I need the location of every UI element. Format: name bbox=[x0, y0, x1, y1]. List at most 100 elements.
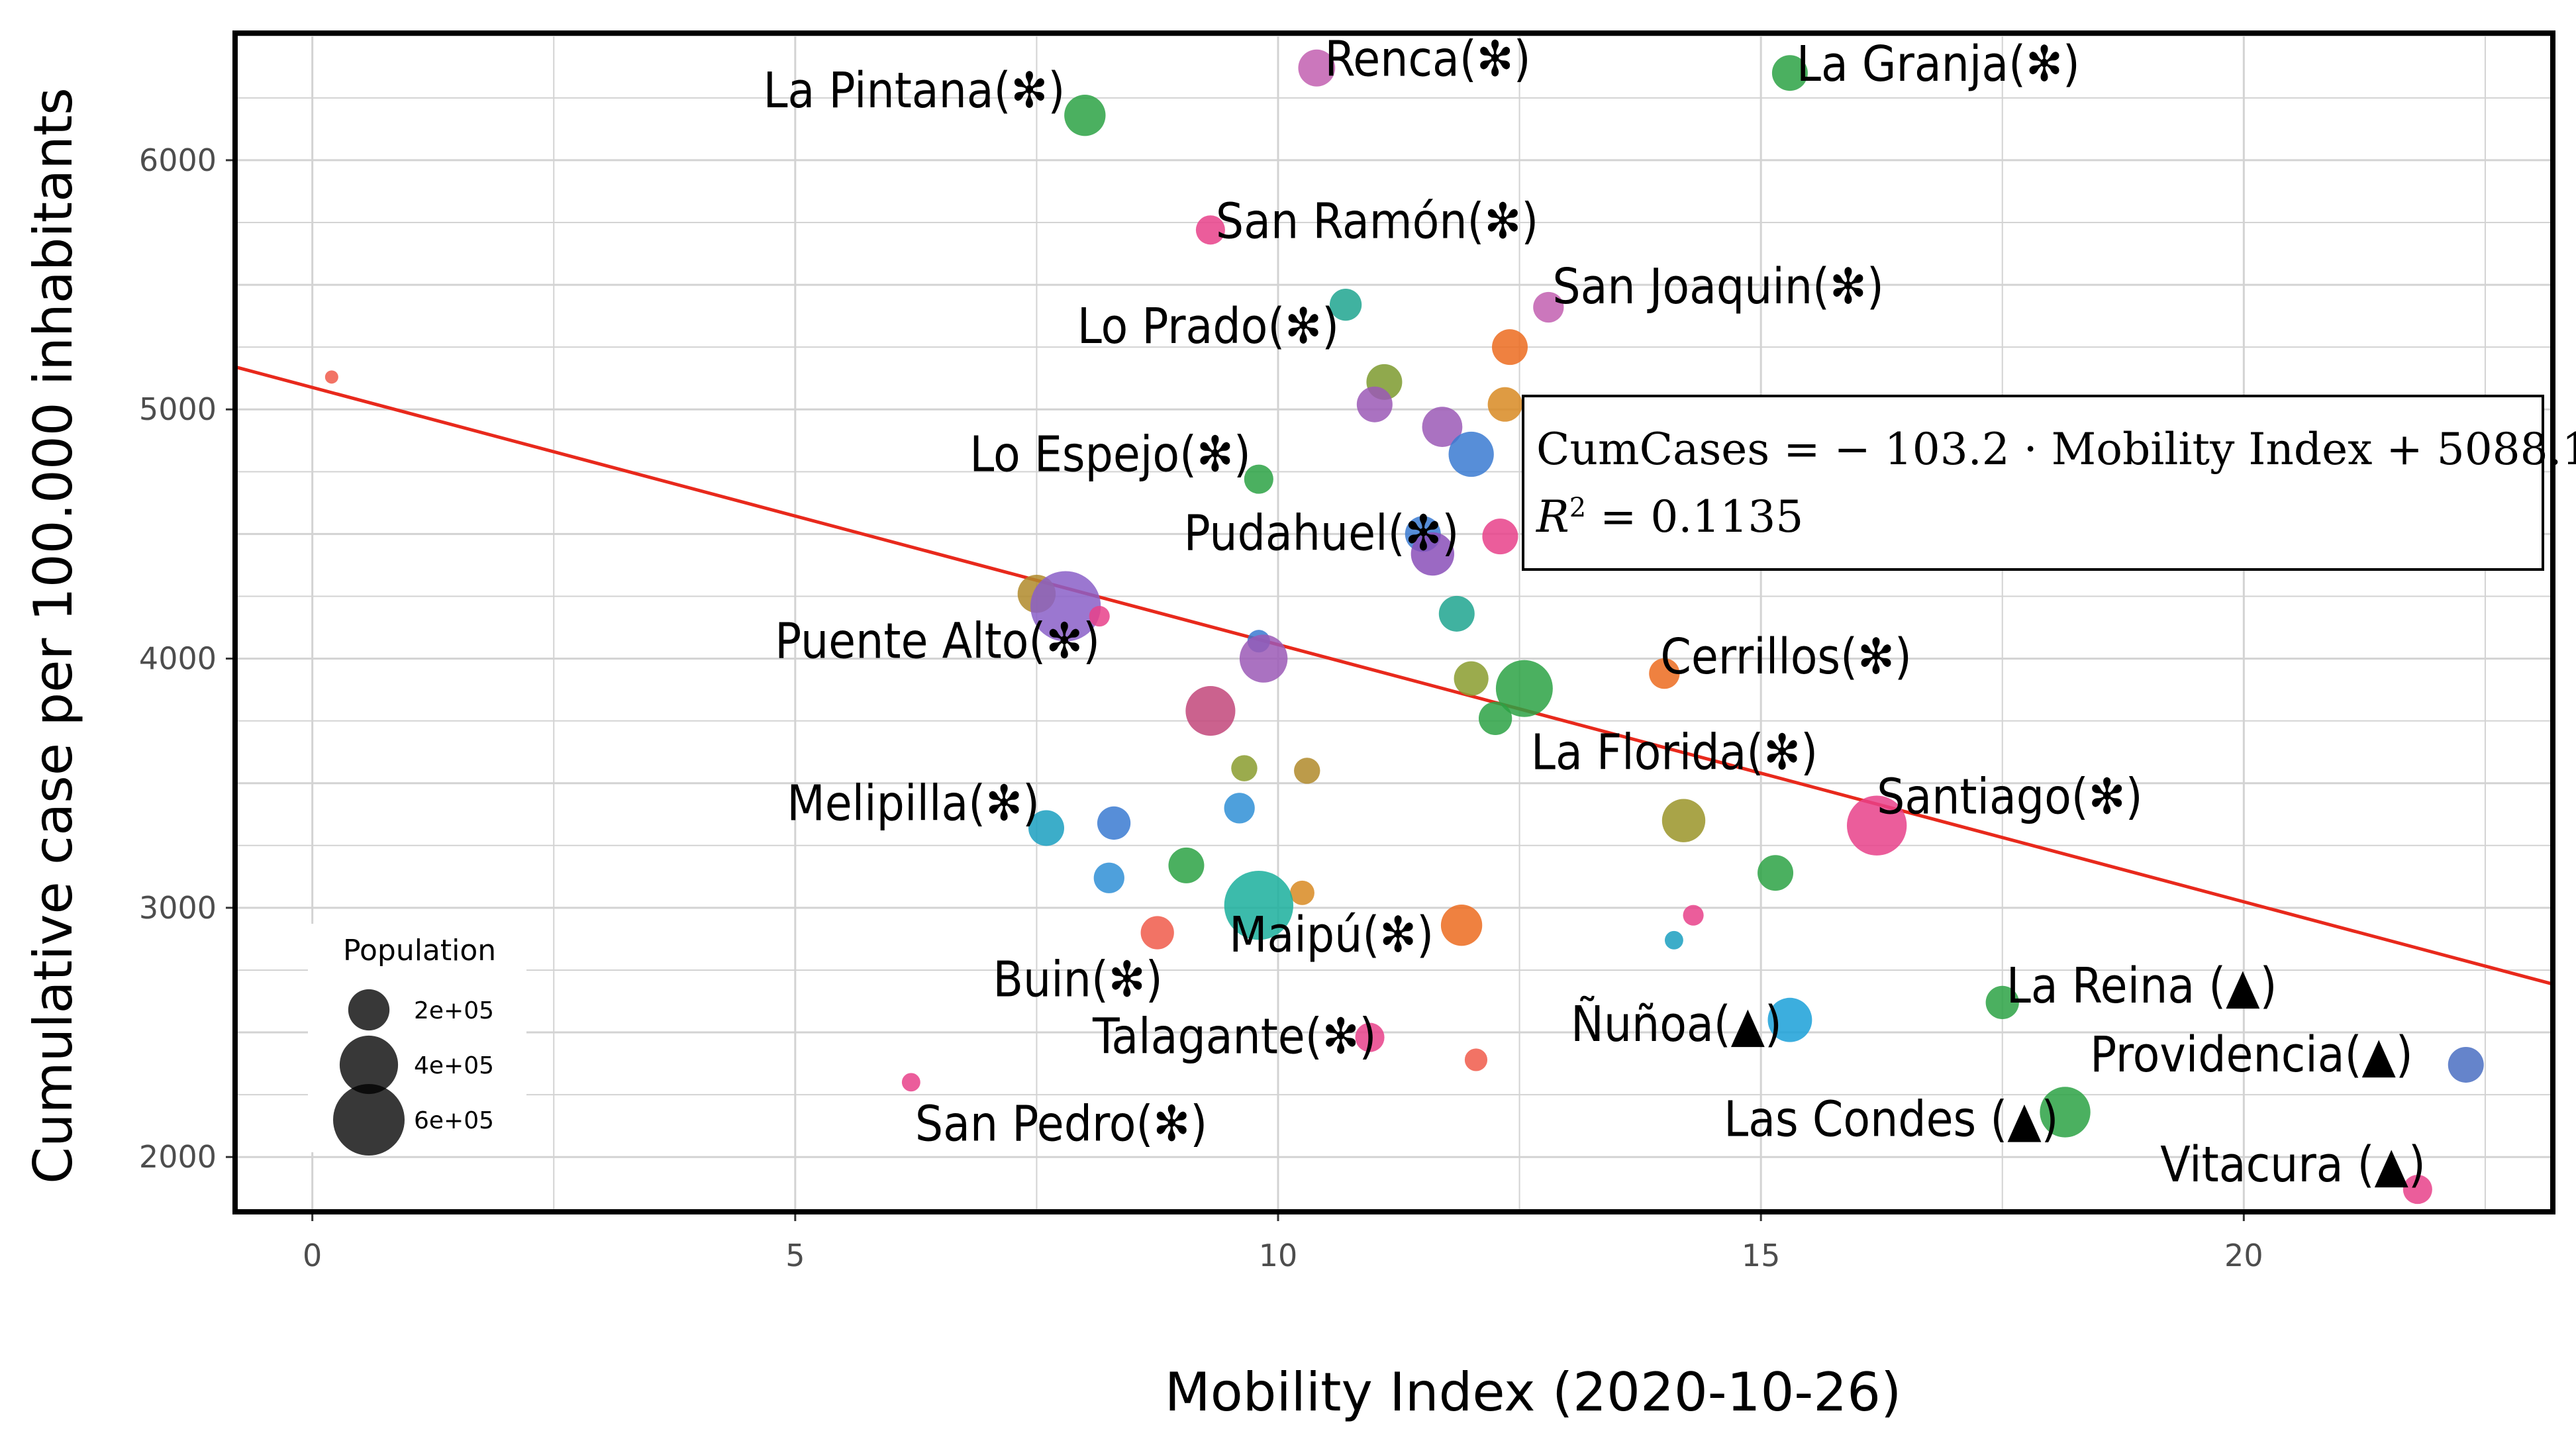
data-point bbox=[1664, 930, 1683, 950]
city-label: Pudahuel(✻) bbox=[1184, 505, 1460, 562]
data-point bbox=[1294, 758, 1320, 784]
city-label: Talagante(✻) bbox=[1092, 1009, 1377, 1065]
r-symbol: R bbox=[1536, 491, 1569, 542]
data-point bbox=[1478, 701, 1512, 736]
data-point bbox=[1683, 905, 1704, 926]
data-point bbox=[1454, 661, 1489, 696]
r-squared-exponent: 2 bbox=[1569, 493, 1586, 523]
legend-size-key bbox=[333, 1084, 405, 1156]
city-label: La Granja(✻) bbox=[1797, 36, 2080, 93]
r-squared-value: = 0.1135 bbox=[1586, 491, 1803, 542]
data-point bbox=[1168, 847, 1205, 883]
data-point bbox=[2448, 1046, 2484, 1083]
data-point bbox=[1487, 387, 1522, 422]
x-tick-label: 20 bbox=[2224, 1238, 2263, 1273]
data-point bbox=[1422, 407, 1463, 447]
data-point bbox=[1533, 291, 1564, 323]
data-point bbox=[1093, 862, 1124, 893]
x-tick-label: 15 bbox=[1742, 1238, 1781, 1273]
legend-title: Population bbox=[343, 934, 496, 967]
city-label: Las Condes (▲) bbox=[1724, 1091, 2058, 1148]
data-point bbox=[2040, 1087, 2091, 1138]
r-squared-line: R2 = 0.1135 bbox=[1536, 491, 1803, 542]
data-point bbox=[1355, 1022, 1385, 1052]
city-label: La Florida(✻) bbox=[1531, 724, 1818, 781]
data-point bbox=[1356, 386, 1393, 422]
x-tick-label: 5 bbox=[785, 1238, 805, 1273]
legend-size-label: 6e+05 bbox=[414, 1107, 494, 1134]
data-point bbox=[1239, 634, 1288, 683]
legend-items: 2e+05 4e+05 6e+05 bbox=[333, 989, 494, 1156]
data-point bbox=[1195, 215, 1225, 245]
y-tick-label: 5000 bbox=[139, 391, 217, 427]
y-tick-label: 3000 bbox=[139, 890, 217, 926]
data-point bbox=[1492, 329, 1528, 366]
data-point bbox=[1448, 431, 1494, 477]
data-point bbox=[1440, 905, 1483, 946]
city-label: Lo Espejo(✻) bbox=[969, 426, 1251, 483]
city-label: San Joaquin(✻) bbox=[1552, 258, 1883, 315]
data-point bbox=[1290, 880, 1314, 905]
city-label: San Pedro(✻) bbox=[915, 1095, 1207, 1152]
data-point bbox=[1661, 799, 1706, 842]
data-point bbox=[1298, 49, 1336, 87]
data-point bbox=[1771, 55, 1808, 91]
data-points bbox=[324, 49, 2484, 1205]
data-point bbox=[1649, 658, 1680, 689]
y-axis-title: Cumulative case per 100.000 inhabitants bbox=[23, 87, 84, 1184]
data-point bbox=[1089, 606, 1110, 627]
data-point bbox=[1224, 793, 1255, 824]
data-point bbox=[1411, 532, 1455, 576]
y-tick-label: 2000 bbox=[139, 1139, 217, 1175]
data-point bbox=[1231, 755, 1258, 781]
legend-size-key bbox=[348, 989, 390, 1031]
city-label: Buin(✻) bbox=[993, 952, 1162, 1009]
x-axis-title: Mobility Index (2020-10-26) bbox=[1165, 1361, 1902, 1423]
data-point bbox=[1329, 289, 1362, 321]
population-legend: Population 2e+05 4e+05 6e+05 bbox=[308, 924, 526, 1156]
city-label: San Ramón(✻) bbox=[1216, 193, 1538, 250]
data-point bbox=[1097, 806, 1131, 840]
x-tick-label: 10 bbox=[1259, 1238, 1298, 1273]
city-label: Vitacura (▲) bbox=[2160, 1136, 2426, 1193]
city-label: La Reina (▲) bbox=[2006, 958, 2277, 1014]
city-labels: La Pintana(✻) Renca(✻) La Granja(✻) San Ram… bbox=[763, 31, 2425, 1193]
data-point bbox=[324, 370, 338, 384]
data-point bbox=[1064, 95, 1106, 136]
regression-layer bbox=[234, 365, 2553, 986]
city-label: Renca(✻) bbox=[1324, 31, 1530, 88]
regression-equation-box: CumCases = − 103.2 · Mobility Index + 50… bbox=[1522, 395, 2576, 571]
city-label: Maipú(✻) bbox=[1229, 907, 1434, 964]
data-point bbox=[1185, 686, 1236, 736]
data-point bbox=[1438, 595, 1475, 632]
city-label: Cerrillos(✻) bbox=[1660, 628, 1912, 685]
city-label: Puente Alto(✻) bbox=[775, 613, 1100, 670]
data-point bbox=[1140, 916, 1174, 950]
data-point bbox=[1767, 997, 1812, 1042]
plot-border bbox=[232, 30, 2555, 1214]
data-point bbox=[901, 1073, 920, 1092]
data-point bbox=[1846, 795, 1907, 856]
data-point bbox=[1758, 855, 1794, 891]
data-point bbox=[1495, 660, 1553, 717]
data-point bbox=[1985, 985, 2019, 1020]
equation-frame bbox=[1522, 395, 2544, 571]
city-label: Santiago(✻) bbox=[1877, 769, 2142, 826]
city-label: La Pintana(✻) bbox=[763, 62, 1065, 119]
data-point bbox=[1244, 464, 1273, 494]
legend-size-label: 2e+05 bbox=[414, 997, 494, 1024]
data-point bbox=[1464, 1048, 1488, 1071]
city-label: Ñuñoa(▲) bbox=[1571, 995, 1782, 1053]
data-point bbox=[1482, 519, 1518, 555]
data-point bbox=[1030, 571, 1101, 642]
axis-ticks: 0 5 10 15 20 2000 3000 4000 5000 6000 bbox=[139, 142, 2263, 1273]
x-tick-label: 0 bbox=[303, 1238, 322, 1273]
data-point bbox=[1224, 870, 1294, 940]
equation-line: CumCases = − 103.2 · Mobility Index + 50… bbox=[1536, 424, 2576, 475]
regression-line bbox=[234, 365, 2553, 986]
legend-size-label: 4e+05 bbox=[414, 1052, 494, 1079]
city-label: Lo Prado(✻) bbox=[1077, 298, 1339, 355]
legend-size-key bbox=[339, 1035, 399, 1095]
y-tick-label: 4000 bbox=[139, 641, 217, 677]
